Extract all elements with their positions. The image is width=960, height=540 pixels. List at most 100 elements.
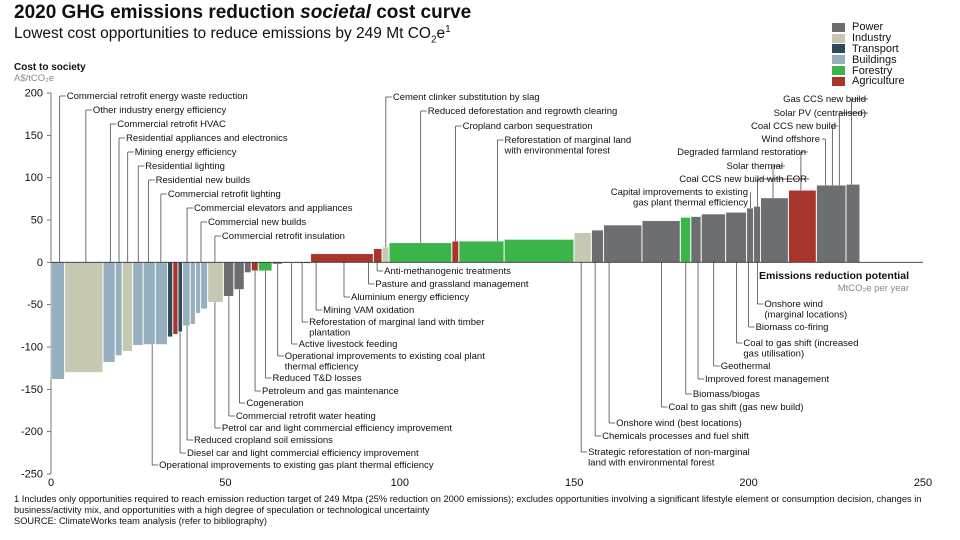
x-axis-unit: MtCO₂e per year [838, 283, 909, 294]
bar-label: gas utilisation) [743, 349, 804, 360]
bar-label: Degraded farmland restoration [677, 147, 806, 158]
x-axis-title: Emissions reduction potential [759, 270, 909, 282]
cost-bar [816, 185, 846, 263]
cost-bar [223, 262, 234, 297]
cost-bar [167, 262, 173, 338]
bar-label: Cogeneration [246, 398, 303, 409]
cost-bar [680, 217, 691, 263]
bar-label: thermal efficiency [285, 362, 359, 373]
cost-bar [207, 262, 224, 303]
legend-label: Forestry [852, 64, 893, 77]
cost-bar [760, 197, 789, 263]
bar-label: Reduced T&D losses [273, 373, 362, 384]
cost-bar [504, 239, 574, 263]
x-tick-label: 150 [565, 477, 583, 489]
cost-bar [310, 253, 374, 263]
bar-label: (marginal locations) [764, 310, 847, 321]
bar-label: Reforestation of marginal land with timb… [309, 317, 484, 328]
x-tick-label: 100 [391, 477, 409, 489]
cost-bar [382, 246, 389, 263]
bar-label: Gas CCS new build [783, 94, 866, 105]
bar-label: Strategic reforestation of non-marginal [588, 447, 750, 458]
bar-label: Commercial retrofit energy waste reducti… [67, 91, 248, 102]
bar-label: Onshore wind [764, 299, 823, 310]
bar-label: Biomass co-firing [756, 322, 829, 333]
bar-label: Coal CCS new build with EOR [679, 174, 807, 185]
cost-bar [190, 262, 196, 325]
bar-label: Petrol car and light commercial efficien… [222, 423, 452, 434]
bar-label: Solar thermal [727, 161, 784, 172]
x-tick-label: 250 [914, 477, 932, 489]
bar-label: Residential appliances and electronics [126, 133, 288, 144]
bar-label: Residential lighting [145, 161, 225, 172]
cost-bar [132, 262, 144, 346]
cost-bar [451, 240, 459, 263]
bar-label: Improved forest management [705, 374, 829, 385]
y-tick-label: -50 [27, 299, 43, 311]
cost-bar [701, 213, 726, 263]
legend-label: Industry [852, 32, 892, 45]
cost-bar [103, 262, 116, 363]
chart-title: 2020 GHG emissions reduction societal co… [14, 2, 472, 23]
bar-label: Geothermal [721, 361, 771, 372]
bar-label: Commercial retrofit water heating [236, 411, 376, 422]
y-tick-label: -150 [21, 384, 43, 396]
legend-item-power: Power [832, 21, 905, 34]
cost-bar [64, 262, 103, 373]
legend-swatch [832, 44, 845, 54]
bar-label: plantation [309, 328, 350, 339]
y-tick-label: 150 [25, 130, 43, 142]
bar-label: Operational improvements to existing gas… [159, 460, 434, 471]
bar-label: Pasture and grassland management [375, 279, 529, 290]
legend-item-agriculture: Agriculture [832, 75, 905, 88]
legend-swatch [832, 76, 845, 86]
bar-label: Mining VAM oxidation [323, 305, 414, 316]
cost-bar [591, 229, 604, 263]
bar-label: Chemicals processes and fuel shift [602, 431, 749, 442]
y-tick-label: -250 [21, 469, 43, 481]
cost-bar [233, 262, 245, 290]
legend-swatch [832, 66, 845, 76]
y-tick-label: 50 [31, 215, 43, 227]
legend-item-buildings: Buildings [832, 53, 905, 66]
bar-label: Onshore wind (best locations) [616, 418, 742, 429]
footnote: 1 Includes only opportunities required t… [14, 494, 922, 515]
cost-bar [195, 262, 201, 314]
bar-label: Commercial elevators and appliances [194, 203, 353, 214]
y-tick-label: 0 [37, 257, 43, 269]
cost-bar [389, 242, 452, 263]
cost-bar [172, 262, 178, 335]
cost-bar [846, 184, 860, 263]
cost-bar [603, 224, 642, 263]
bar-label: gas plant thermal efficiency [633, 198, 748, 209]
legend-label: Buildings [852, 53, 897, 66]
legend-swatch [832, 22, 845, 32]
bar-label: Residential new builds [156, 175, 251, 186]
cost-bar [725, 212, 747, 263]
legend-label: Transport [852, 43, 899, 55]
cost-bar [746, 207, 754, 263]
bar-label: Petroleum and gas maintenance [262, 386, 399, 397]
bar-label: Commercial new builds [208, 217, 306, 228]
bar-label: land with environmental forest [588, 458, 715, 469]
legend-label: Power [852, 21, 884, 34]
bar-label: Cropland carbon sequestration [463, 121, 593, 132]
legend-item-forestry: Forestry [832, 64, 905, 77]
bar-label: Mining energy efficiency [135, 147, 237, 158]
bar-label: Coal CCS new build [751, 121, 836, 132]
y-axis-unit: A$/tCO₂e [14, 73, 55, 84]
bar-label: Other industry energy efficiency [93, 105, 227, 116]
source-note: SOURCE: ClimateWorks team analysis (refe… [14, 516, 267, 526]
legend: Power Industry Transport Buildings Forestry A… [832, 21, 905, 88]
bar-label: Commercial retrofit HVAC [117, 119, 226, 130]
bar-label: Anti-methanogenic treatments [384, 266, 511, 277]
bar-label: Biomass/biogas [693, 389, 760, 400]
bar-label: Reforestation of marginal land [504, 135, 631, 146]
legend-swatch [832, 55, 845, 65]
cost-bar [373, 248, 382, 263]
bar-label: Commercial retrofit lighting [168, 189, 281, 200]
legend-label: Agriculture [852, 75, 905, 88]
legend-item-industry: Industry [832, 32, 905, 45]
bar-label: Solar PV (centralised) [774, 108, 866, 119]
y-tick-label: 100 [25, 172, 43, 184]
